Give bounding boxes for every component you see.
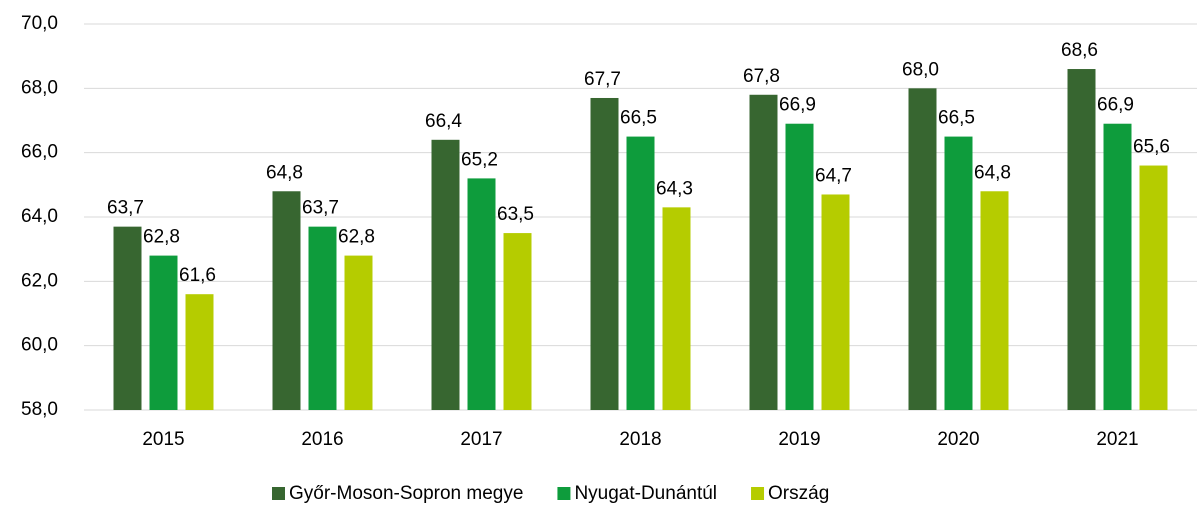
value-label: 66,9 bbox=[779, 95, 816, 116]
value-label: 64,8 bbox=[974, 162, 1011, 183]
x-tick-label: 2017 bbox=[460, 429, 502, 450]
value-label: 67,8 bbox=[743, 66, 780, 87]
x-tick-label: 2020 bbox=[937, 429, 979, 450]
x-tick-label: 2021 bbox=[1096, 429, 1138, 450]
value-label: 68,0 bbox=[902, 59, 939, 80]
value-label: 64,7 bbox=[815, 165, 852, 186]
bar bbox=[344, 255, 373, 410]
bar bbox=[272, 191, 301, 410]
value-label: 66,9 bbox=[1097, 95, 1134, 116]
value-label: 66,5 bbox=[620, 108, 657, 129]
value-label: 68,6 bbox=[1061, 40, 1098, 61]
legend-label: Ország bbox=[768, 483, 829, 504]
bar bbox=[662, 207, 691, 410]
value-label: 63,7 bbox=[107, 198, 144, 219]
value-label: 66,4 bbox=[425, 111, 462, 132]
y-tick-label: 64,0 bbox=[21, 206, 58, 227]
y-tick-label: 58,0 bbox=[21, 399, 58, 420]
value-label: 67,7 bbox=[584, 69, 621, 90]
bar bbox=[980, 191, 1009, 410]
bar bbox=[149, 255, 178, 410]
bar bbox=[1139, 165, 1168, 410]
bar bbox=[431, 139, 460, 411]
legend-label: Nyugat-Dunántúl bbox=[574, 483, 717, 504]
legend-swatch bbox=[557, 487, 571, 500]
bar bbox=[503, 233, 532, 410]
bar bbox=[1067, 69, 1096, 411]
y-tick-label: 62,0 bbox=[21, 270, 58, 291]
value-label: 64,3 bbox=[656, 178, 693, 199]
bar bbox=[113, 226, 142, 410]
value-label: 64,8 bbox=[266, 162, 303, 183]
value-label: 65,6 bbox=[1133, 137, 1170, 158]
legend-label: Győr-Moson-Sopron megye bbox=[289, 483, 523, 504]
value-label: 61,6 bbox=[179, 265, 216, 286]
bar bbox=[944, 136, 973, 411]
bar bbox=[467, 178, 496, 410]
bar bbox=[626, 136, 655, 411]
value-label: 66,5 bbox=[938, 108, 975, 129]
y-tick-label: 66,0 bbox=[21, 142, 58, 163]
value-label: 62,8 bbox=[338, 227, 375, 248]
bar bbox=[1103, 123, 1132, 410]
y-tick-label: 68,0 bbox=[21, 77, 58, 98]
legend-swatch bbox=[751, 487, 765, 500]
x-tick-label: 2019 bbox=[778, 429, 820, 450]
y-tick-label: 60,0 bbox=[21, 335, 58, 356]
y-tick-label: 70,0 bbox=[21, 13, 58, 34]
bar bbox=[785, 123, 814, 410]
legend-swatch bbox=[272, 487, 285, 500]
x-tick-label: 2015 bbox=[142, 429, 184, 450]
bar bbox=[590, 97, 619, 410]
x-tick-label: 2018 bbox=[619, 429, 661, 450]
value-label: 65,2 bbox=[461, 149, 498, 170]
bar bbox=[908, 88, 937, 410]
value-label: 63,5 bbox=[497, 204, 534, 225]
bar bbox=[308, 226, 337, 410]
bar bbox=[185, 294, 214, 410]
value-label: 63,7 bbox=[302, 198, 339, 219]
bar bbox=[821, 194, 850, 410]
value-label: 62,8 bbox=[143, 227, 180, 248]
bar bbox=[749, 94, 778, 411]
x-tick-label: 2016 bbox=[301, 429, 343, 450]
